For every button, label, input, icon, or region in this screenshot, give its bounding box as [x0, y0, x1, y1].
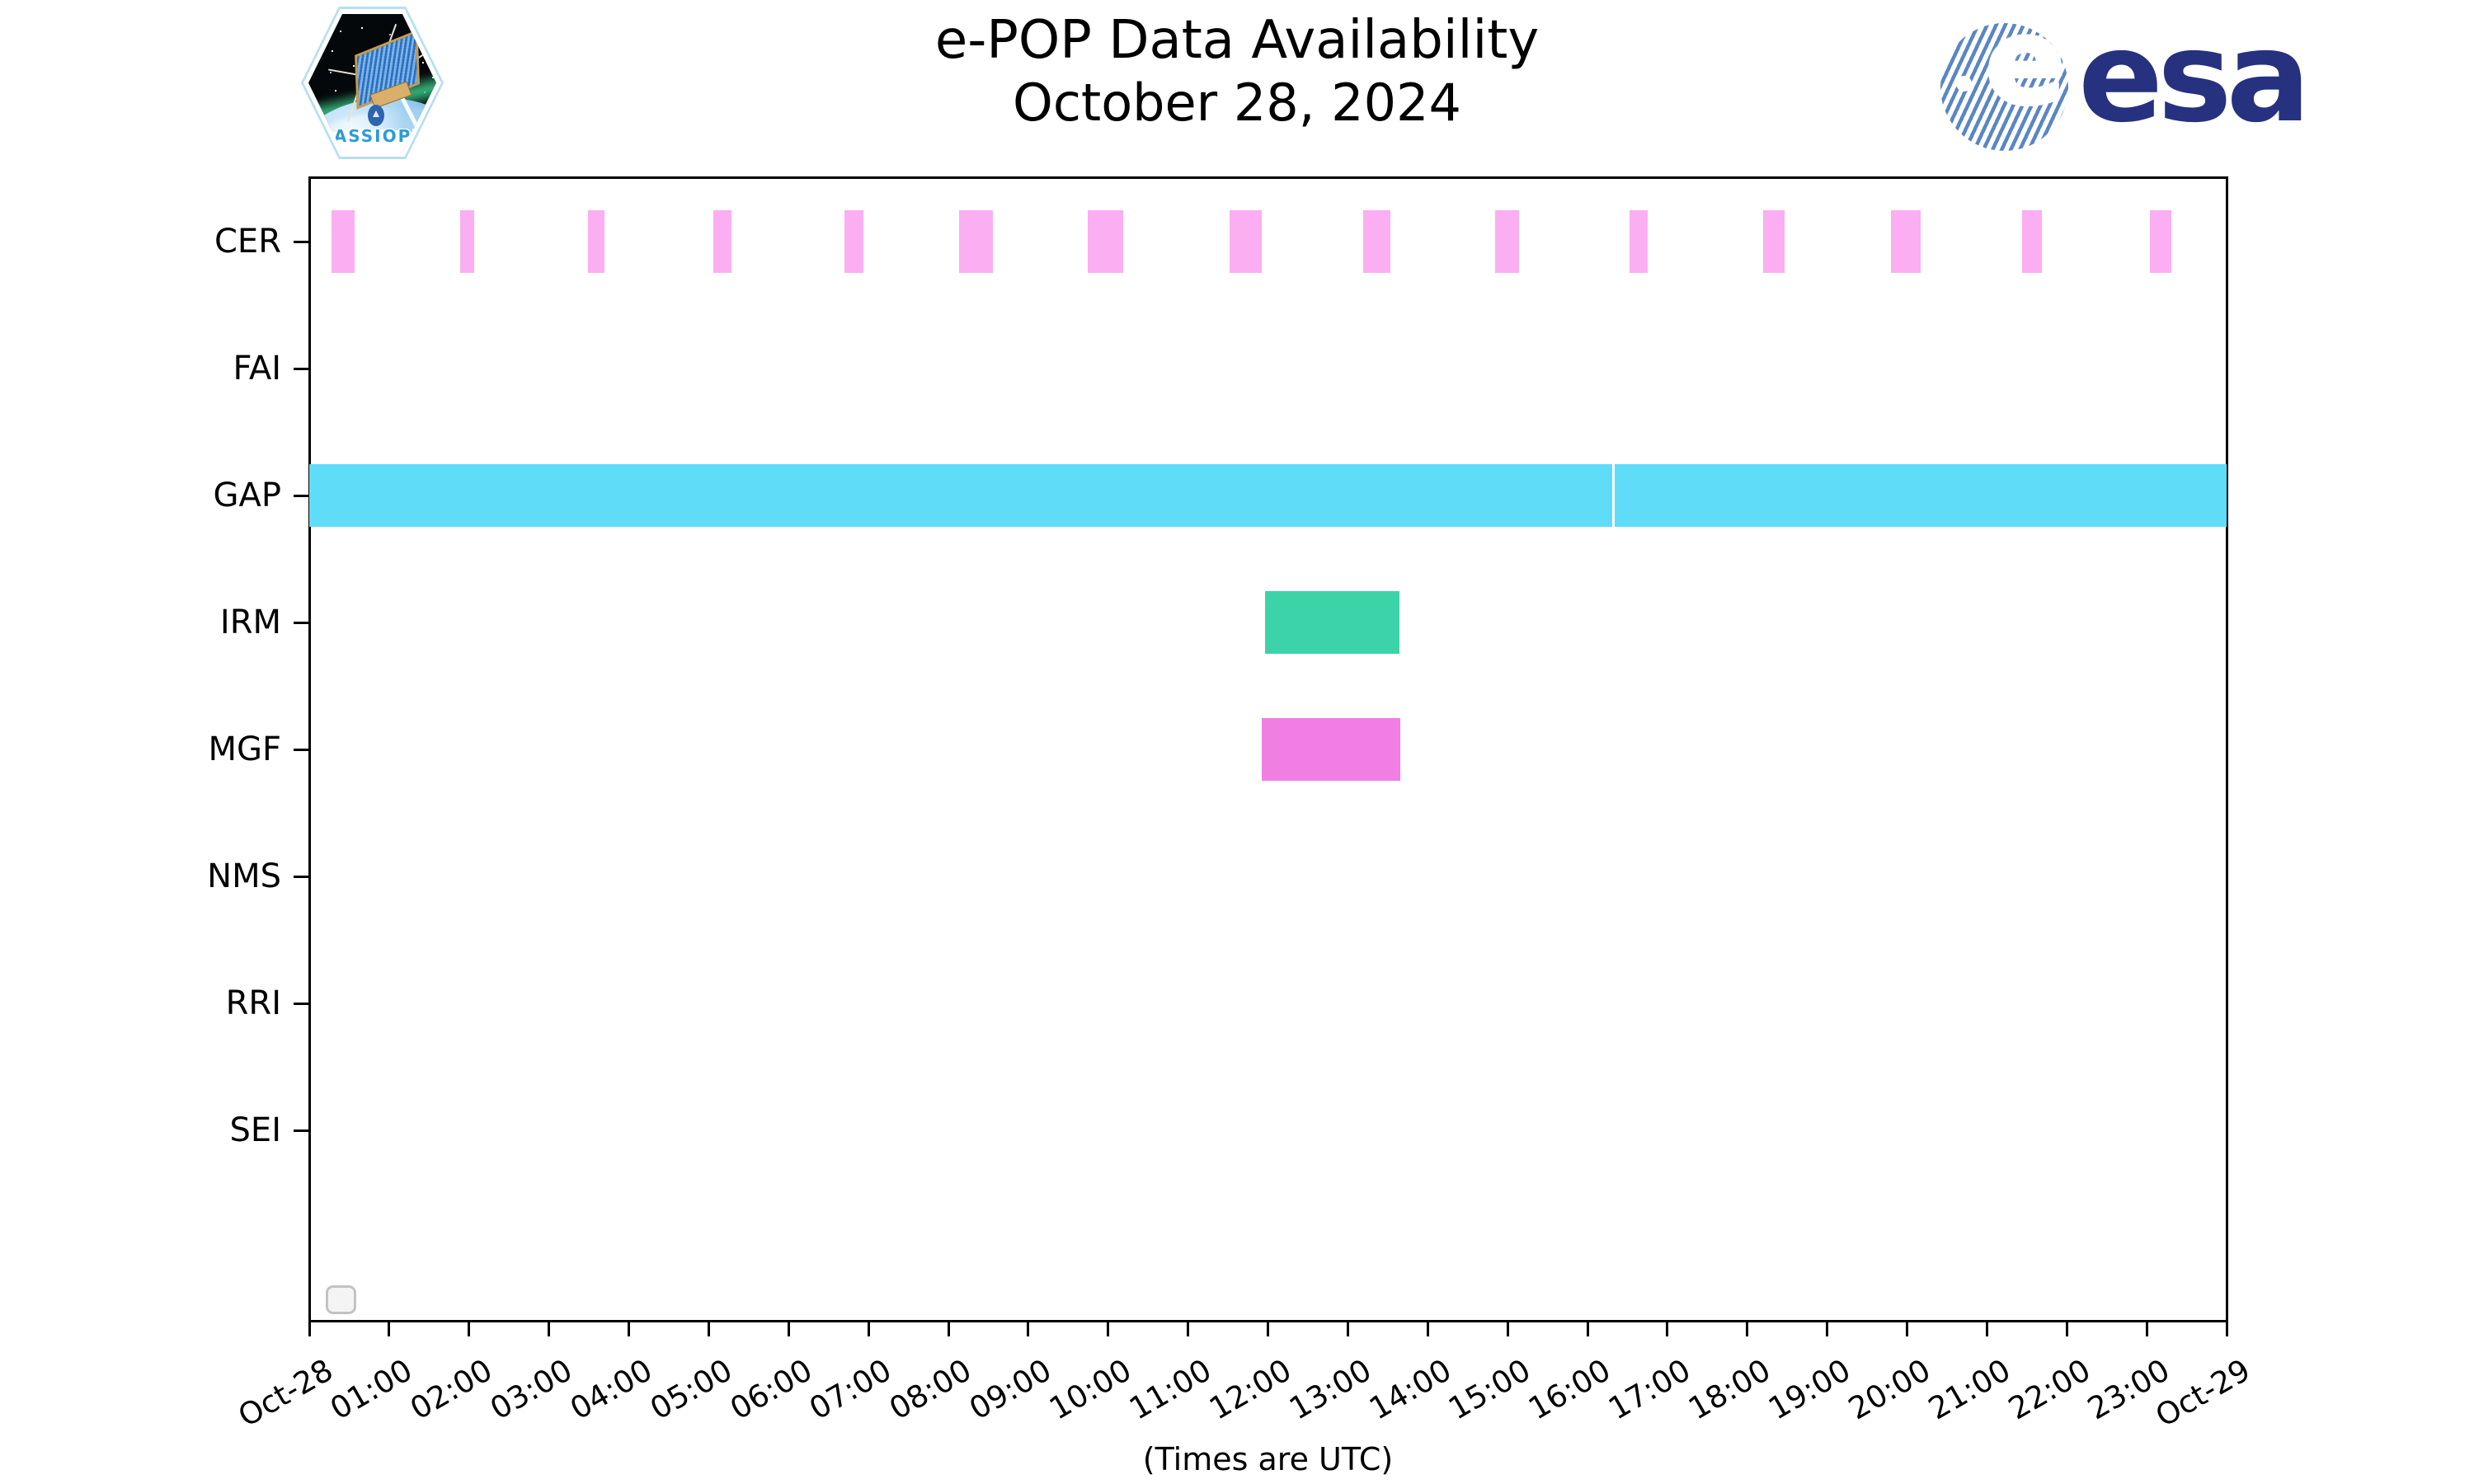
- x-tick-label-16:00: 16:00: [1522, 1352, 1617, 1427]
- y-tick-MGF: [294, 748, 309, 751]
- x-tick-label-19:00: 19:00: [1762, 1352, 1857, 1427]
- widget-button[interactable]: [326, 1285, 356, 1314]
- x-tick-17:00: [1666, 1322, 1669, 1336]
- y-axis-label-RRI: RRI: [225, 984, 281, 1022]
- x-tick-05:00: [707, 1322, 710, 1336]
- availability-bar-CER: [588, 210, 605, 273]
- x-tick-21:00: [1985, 1322, 1988, 1336]
- x-tick-label-08:00: 08:00: [883, 1352, 978, 1427]
- x-tick-label-06:00: 06:00: [723, 1352, 818, 1427]
- page-subtitle-date: October 28, 2024: [1013, 72, 1461, 133]
- x-tick-label-03:00: 03:00: [484, 1352, 579, 1427]
- y-axis-label-FAI: FAI: [233, 350, 282, 387]
- availability-bar-CER: [1494, 210, 1519, 273]
- x-tick-08:00: [947, 1322, 950, 1336]
- availability-bar-CER: [1087, 210, 1124, 273]
- y-axis-label-NMS: NMS: [207, 857, 281, 895]
- x-tick-label-07:00: 07:00: [803, 1352, 898, 1427]
- availability-bar-CER: [332, 210, 355, 273]
- availability-bar-CER: [844, 210, 864, 273]
- x-tick-label-15:00: 15:00: [1442, 1352, 1537, 1427]
- csa-logo: [368, 105, 384, 126]
- x-axis-title: (Times are UTC): [1142, 1441, 1394, 1477]
- x-tick-label-04:00: 04:00: [564, 1352, 658, 1427]
- availability-bar-CER: [460, 210, 474, 273]
- y-tick-IRM: [294, 621, 309, 624]
- x-tick-22:00: [2065, 1322, 2068, 1336]
- x-tick-Oct-29: [2225, 1322, 2228, 1336]
- x-tick-label-22:00: 22:00: [2001, 1352, 2096, 1427]
- availability-bar-CER: [1763, 210, 1785, 273]
- availability-bar-MGF: [1261, 718, 1401, 781]
- y-axis-label-CER: CER: [214, 223, 281, 261]
- x-tick-02:00: [468, 1322, 471, 1336]
- x-tick-06:00: [787, 1322, 790, 1336]
- availability-bar-CER: [958, 210, 994, 273]
- chart-title-block: e-POP Data Availability October 28, 2024: [309, 10, 2165, 133]
- x-tick-label-20:00: 20:00: [1842, 1352, 1936, 1427]
- x-tick-label-17:00: 17:00: [1602, 1352, 1697, 1427]
- y-axis-label-SEI: SEI: [229, 1111, 281, 1149]
- y-tick-FAI: [294, 367, 309, 370]
- y-tick-SEI: [294, 1129, 309, 1132]
- x-tick-14:00: [1426, 1322, 1429, 1336]
- x-tick-Oct-28: [308, 1322, 311, 1336]
- x-tick-label-21:00: 21:00: [1922, 1352, 2016, 1427]
- y-axis-label-IRM: IRM: [219, 603, 281, 641]
- y-tick-NMS: [294, 875, 309, 878]
- x-tick-label-11:00: 11:00: [1123, 1352, 1218, 1427]
- availability-bar-CER: [2150, 210, 2172, 273]
- x-tick-15:00: [1506, 1322, 1509, 1336]
- availability-bar-CER: [713, 210, 732, 273]
- x-tick-label-12:00: 12:00: [1203, 1352, 1297, 1427]
- x-tick-label-01:00: 01:00: [324, 1352, 419, 1427]
- x-tick-09:00: [1027, 1322, 1030, 1336]
- x-tick-23:00: [2145, 1322, 2148, 1336]
- page-title: e-POP Data Availability: [934, 10, 1540, 71]
- esa-logo: e esa: [1930, 4, 2317, 161]
- x-tick-19:00: [1826, 1322, 1829, 1336]
- esa-globe-letter: e: [1986, 0, 2066, 130]
- x-tick-12:00: [1267, 1322, 1269, 1336]
- availability-bar-CER: [1630, 210, 1648, 273]
- availability-bar-CER: [1362, 210, 1390, 273]
- esa-wordmark: esa: [2078, 4, 2311, 150]
- availability-bar-GAP: [1614, 464, 2227, 527]
- y-tick-GAP: [294, 494, 309, 497]
- x-tick-18:00: [1746, 1322, 1749, 1336]
- availability-bar-IRM: [1264, 591, 1400, 654]
- availability-bar-GAP: [309, 464, 1613, 527]
- x-tick-label-Oct-28: Oct-28: [232, 1352, 339, 1435]
- y-axis-label-MGF: MGF: [208, 730, 281, 768]
- x-tick-label-02:00: 02:00: [404, 1352, 499, 1427]
- cassiope-mission-patch-logo: CASSIOPE: [301, 7, 444, 159]
- x-tick-20:00: [1906, 1322, 1908, 1336]
- x-tick-01:00: [388, 1322, 391, 1336]
- y-axis-label-GAP: GAP: [213, 477, 281, 514]
- x-tick-11:00: [1187, 1322, 1190, 1336]
- y-tick-RRI: [294, 1002, 309, 1005]
- availability-bar-CER: [1230, 210, 1262, 273]
- x-tick-label-13:00: 13:00: [1283, 1352, 1377, 1427]
- availability-bar-CER: [2022, 210, 2043, 273]
- csa-rocket-icon: [373, 110, 379, 117]
- x-tick-label-18:00: 18:00: [1682, 1352, 1777, 1427]
- esa-globe-dot-icon: [1956, 76, 1972, 92]
- availability-bar-CER: [1891, 210, 1921, 273]
- x-tick-label-05:00: 05:00: [644, 1352, 738, 1427]
- plot-area: [309, 177, 2227, 1321]
- x-tick-13:00: [1346, 1322, 1349, 1336]
- x-tick-label-09:00: 09:00: [963, 1352, 1058, 1427]
- x-tick-10:00: [1107, 1322, 1110, 1336]
- x-tick-label-10:00: 10:00: [1043, 1352, 1138, 1427]
- y-tick-CER: [294, 240, 309, 243]
- x-tick-03:00: [548, 1322, 551, 1336]
- x-tick-label-14:00: 14:00: [1362, 1352, 1457, 1427]
- x-tick-04:00: [628, 1322, 630, 1336]
- x-tick-16:00: [1586, 1322, 1589, 1336]
- x-tick-07:00: [867, 1322, 870, 1336]
